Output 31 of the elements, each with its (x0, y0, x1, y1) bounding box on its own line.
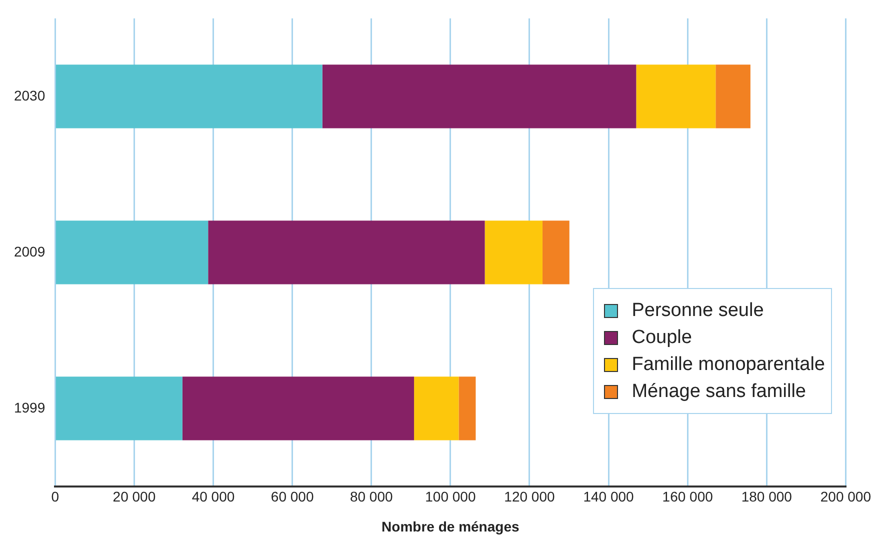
bar (56, 220, 208, 284)
x-tick-label: 140 000 (583, 488, 634, 505)
y-tick-label: 2030 (14, 87, 46, 104)
x-tick-label: 40 000 (192, 488, 235, 505)
bar (56, 64, 322, 128)
bar (636, 64, 716, 128)
x-tick-label: 200 000 (820, 488, 872, 505)
bar (484, 220, 543, 284)
bar (56, 376, 182, 440)
legend-label: Ménage sans famille (632, 380, 806, 402)
x-tick-label: 100 000 (425, 488, 476, 505)
bar (542, 220, 570, 284)
x-tick-label: 60 000 (270, 488, 314, 505)
x-tick-label: 0 (51, 488, 60, 505)
bar (414, 376, 459, 440)
bar (458, 376, 476, 440)
x-tick-label: 160 000 (662, 488, 714, 505)
y-tick-label: 1999 (14, 399, 46, 416)
x-axis-title: Nombre de ménages (382, 518, 520, 534)
bar (182, 376, 414, 440)
x-tick-label: 80 000 (350, 488, 393, 505)
x-tick-label: 180 000 (741, 488, 792, 505)
bar (322, 64, 636, 128)
legend-label: Personne seule (632, 300, 764, 322)
bar (716, 64, 750, 128)
x-tick-label: 120 000 (504, 488, 555, 505)
y-tick-label: 2009 (14, 243, 46, 260)
legend-label: Famille monoparentale (632, 354, 825, 376)
legend-label: Couple (632, 326, 692, 348)
x-tick-label: 20 000 (112, 488, 156, 505)
bar (208, 220, 485, 284)
